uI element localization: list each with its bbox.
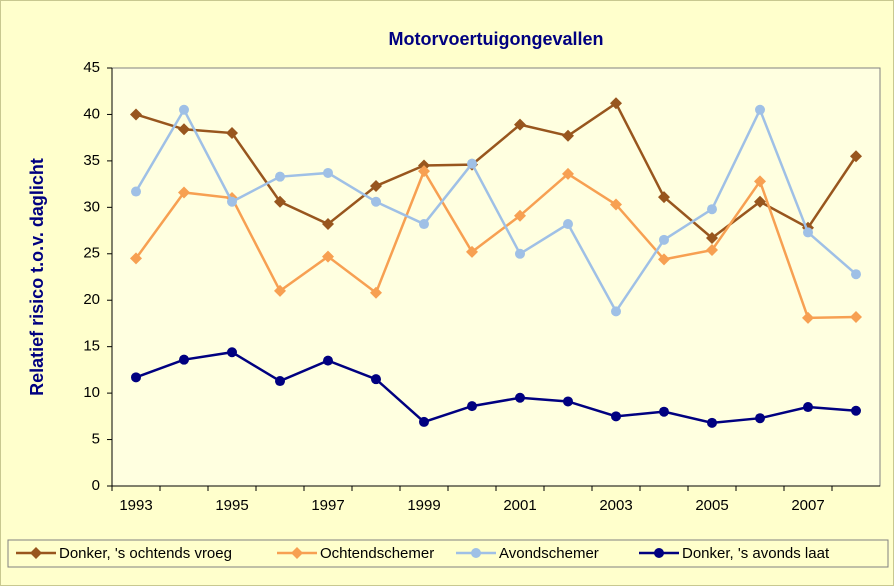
data-point <box>754 195 766 208</box>
y-tick-label: 30 <box>83 198 100 215</box>
legend-label: Avondschemer <box>499 545 599 562</box>
data-point <box>371 374 381 385</box>
data-point <box>850 150 862 163</box>
legend-marker <box>30 547 42 559</box>
legend-marker <box>471 548 481 558</box>
series-line <box>135 101 858 240</box>
y-tick-label: 40 <box>83 105 100 122</box>
data-point <box>130 108 142 121</box>
data-point <box>803 227 813 238</box>
data-point <box>562 129 574 142</box>
data-point <box>515 248 525 259</box>
series-line <box>134 106 857 314</box>
chart-title: Motorvoertuigongevallen <box>388 29 603 49</box>
data-point <box>610 198 622 211</box>
data-point <box>755 104 765 115</box>
data-point <box>178 186 190 199</box>
data-point <box>466 245 478 258</box>
legend-label: Donker, 's avonds laat <box>682 545 830 562</box>
data-point <box>850 310 862 323</box>
data-point <box>562 167 574 180</box>
y-tick-label: 20 <box>83 291 100 308</box>
data-point <box>611 411 621 422</box>
data-point <box>227 347 237 358</box>
y-tick-label: 0 <box>92 477 100 494</box>
y-axis-label: Relatief risico t.o.v. daglicht <box>27 158 47 396</box>
x-tick-label: 1995 <box>215 497 248 514</box>
x-tick-label: 2007 <box>791 497 824 514</box>
y-tick-label: 15 <box>83 338 100 355</box>
legend-marker <box>291 547 303 559</box>
data-point <box>803 402 813 413</box>
data-point <box>514 209 526 222</box>
y-tick-label: 10 <box>83 384 100 401</box>
plot-area <box>111 67 881 487</box>
data-point <box>179 354 189 365</box>
data-point <box>371 196 381 207</box>
data-point <box>322 250 334 263</box>
data-point <box>611 306 621 317</box>
data-point <box>323 167 333 178</box>
data-point <box>323 355 333 366</box>
data-point <box>226 127 238 140</box>
y-tick-label: 35 <box>83 152 100 169</box>
x-tick-label: 2003 <box>599 497 632 514</box>
legend-label: Donker, 's ochtends vroeg <box>59 545 232 562</box>
data-point <box>467 401 477 412</box>
data-point <box>419 219 429 230</box>
data-point <box>754 175 766 188</box>
data-point <box>131 372 141 383</box>
x-tick-label: 1997 <box>311 497 344 514</box>
x-tick-label: 2001 <box>503 497 536 514</box>
data-point <box>275 171 285 182</box>
data-point <box>274 195 286 208</box>
data-point <box>322 218 334 231</box>
data-point <box>178 123 190 136</box>
data-point <box>275 376 285 387</box>
data-point <box>706 244 718 257</box>
data-point <box>851 405 861 416</box>
data-point <box>707 204 717 215</box>
data-point <box>707 417 717 428</box>
data-point <box>802 311 814 324</box>
data-point <box>419 416 429 427</box>
data-point <box>658 253 670 266</box>
data-point <box>179 104 189 115</box>
data-point <box>274 284 286 297</box>
legend <box>7 539 889 568</box>
data-point <box>131 186 141 197</box>
data-point <box>418 165 430 178</box>
data-point <box>467 158 477 169</box>
y-tick-label: 25 <box>83 245 100 262</box>
data-point <box>659 234 669 245</box>
data-point <box>370 286 382 299</box>
series-line <box>135 350 857 425</box>
data-point <box>610 97 622 110</box>
y-tick-label: 45 <box>83 59 100 76</box>
y-tick-label: 5 <box>92 431 100 448</box>
data-point <box>851 269 861 280</box>
data-point <box>563 396 573 407</box>
x-tick-label: 2005 <box>695 497 728 514</box>
x-tick-label: 1999 <box>407 497 440 514</box>
legend-label: Ochtendschemer <box>320 545 434 562</box>
series-line <box>134 168 857 320</box>
data-point <box>227 196 237 207</box>
data-point <box>755 413 765 424</box>
data-point <box>706 231 718 244</box>
data-point <box>659 406 669 417</box>
data-point <box>514 118 526 131</box>
data-point <box>658 191 670 204</box>
data-point <box>563 219 573 230</box>
legend-marker <box>654 548 664 558</box>
data-point <box>130 252 142 265</box>
data-point <box>515 392 525 403</box>
x-tick-label: 1993 <box>119 497 152 514</box>
data-point <box>370 179 382 192</box>
